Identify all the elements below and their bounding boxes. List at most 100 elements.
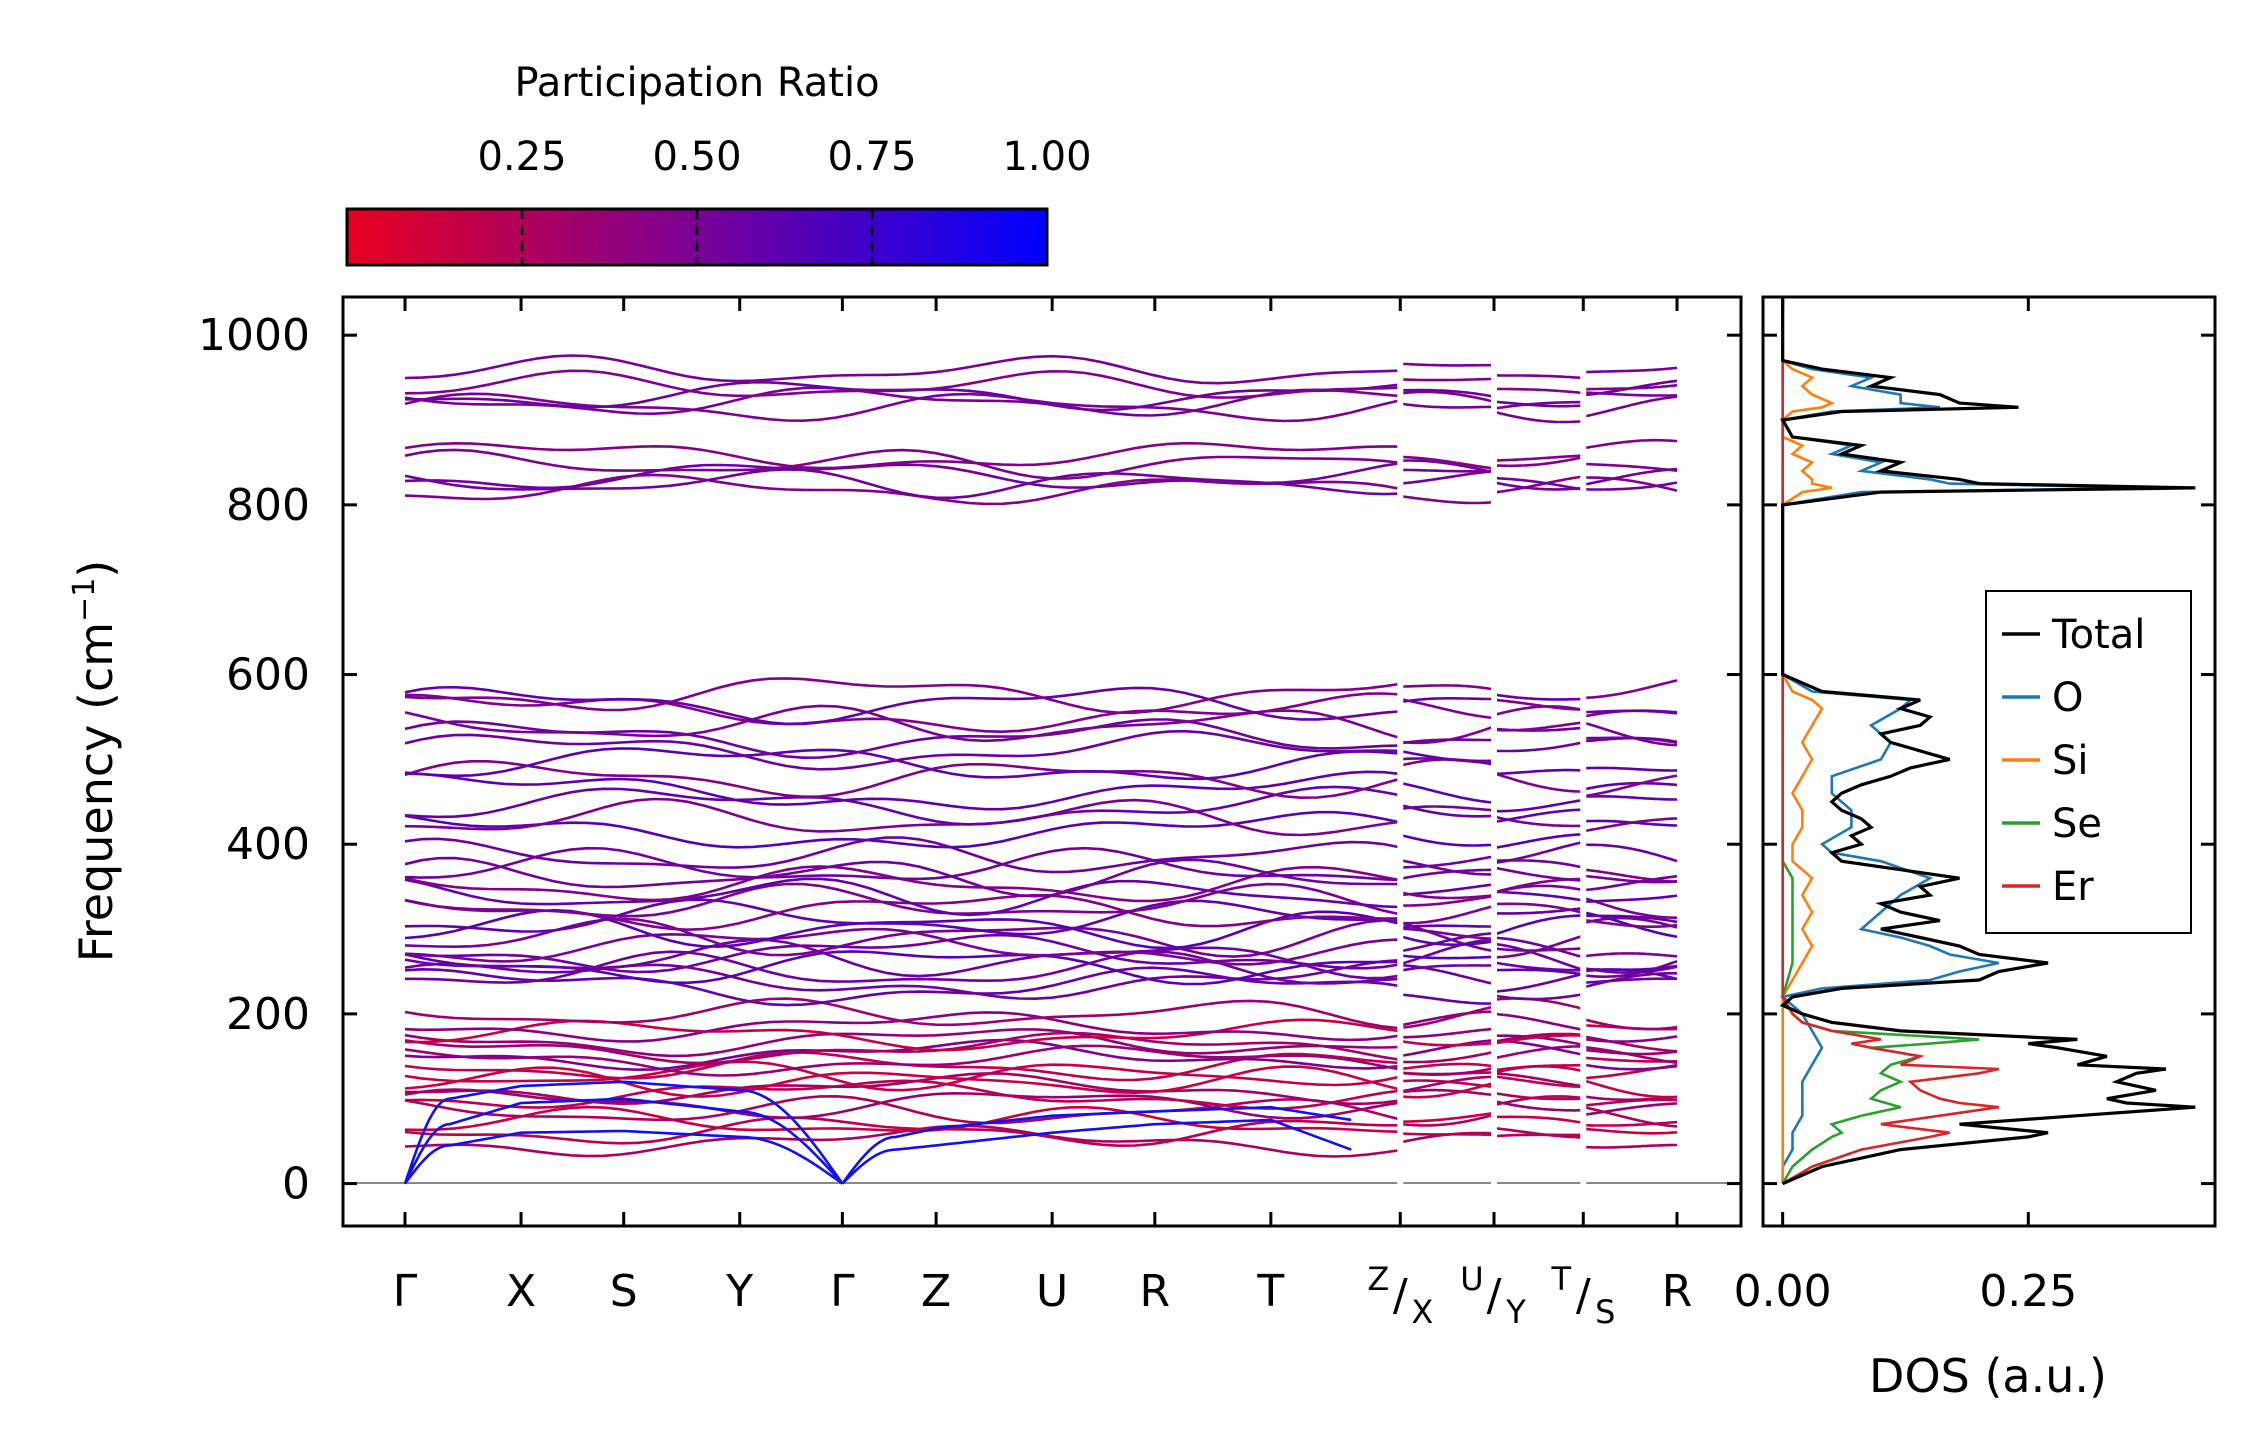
band-line (404, 836, 1401, 874)
band-line (404, 677, 1401, 714)
band-line (1400, 390, 1495, 403)
band-line (1400, 388, 1495, 398)
band-line (1400, 1081, 1495, 1099)
band-line (1493, 455, 1584, 468)
band-line (404, 369, 1401, 399)
kpoint-label-slash: / (1487, 1270, 1502, 1321)
band-line (1583, 438, 1678, 450)
band-line (1400, 494, 1495, 505)
band-line (404, 797, 1401, 837)
band-line (1399, 833, 1495, 847)
band-line (404, 1031, 1401, 1065)
band-axes-frame (341, 295, 1743, 1228)
band-line (1583, 795, 1677, 801)
band-line (1583, 1063, 1678, 1071)
band-line (1583, 918, 1678, 928)
band-line (1400, 469, 1495, 485)
band-line (1583, 366, 1678, 374)
kpoint-label-sup: Z (1367, 1260, 1389, 1298)
band-line (1400, 954, 1494, 960)
band-line (1583, 766, 1677, 772)
band-line (1400, 964, 1494, 972)
band-line (1583, 383, 1678, 391)
colorbar-tick-label: 0.75 (827, 134, 916, 180)
band-line (1582, 1079, 1678, 1099)
band-line (1493, 1045, 1584, 1060)
legend-label: Si (2052, 738, 2089, 784)
band-line (1583, 894, 1678, 904)
band-line (1493, 481, 1584, 491)
band-line (1400, 1027, 1495, 1039)
band-line (404, 685, 1401, 726)
band-line (404, 1060, 1401, 1092)
band-line (1400, 468, 1495, 473)
band-line (404, 1038, 1401, 1072)
band-line (1583, 965, 1678, 974)
band-line (1583, 868, 1678, 884)
band-line (1582, 896, 1678, 920)
kpoint-label: U (1036, 1266, 1068, 1317)
band-line (1582, 972, 1677, 989)
band-line (1400, 1088, 1495, 1097)
band-line (1400, 805, 1495, 812)
dos-lines (1779, 297, 2196, 1186)
band-line (404, 898, 1401, 936)
band-line (404, 785, 1401, 826)
kpoint-label: R (1662, 1266, 1693, 1317)
path-break-gap (1397, 299, 1404, 1224)
band-line (1400, 927, 1495, 941)
frequency-ticks: 0 200 400 600 800 1000 (198, 310, 1741, 1210)
band-line (1400, 402, 1495, 409)
band-line (1583, 914, 1678, 924)
legend-label: Total (2051, 612, 2145, 658)
band-line (1493, 936, 1584, 959)
band-line (1493, 1032, 1584, 1044)
band-line (1399, 891, 1495, 900)
band-line (1399, 934, 1495, 947)
band-line (1493, 698, 1584, 711)
band-line (1400, 858, 1494, 876)
band-line (404, 718, 1401, 760)
band-line (404, 927, 1401, 966)
band-line (1583, 1143, 1677, 1149)
band-line (1583, 1035, 1678, 1053)
band-line (1400, 1010, 1494, 1027)
legend-box (1985, 590, 2192, 934)
band-line (1493, 942, 1584, 972)
band-line (404, 461, 1401, 490)
band-line (1493, 475, 1584, 494)
dos-tick-label: 0.00 (1734, 1266, 1832, 1317)
band-line (1493, 1091, 1584, 1101)
band-line (1493, 400, 1584, 410)
band-line (1400, 781, 1495, 804)
kpoint-label: X (1411, 1293, 1433, 1331)
band-line (1400, 459, 1495, 474)
acoustic-branch-line (841, 1105, 1352, 1185)
band-line (1493, 934, 1584, 959)
band-line (404, 917, 1401, 958)
frequency-tick-label: 1000 (198, 310, 310, 361)
legend-label: Er (2052, 864, 2094, 910)
band-line (1493, 400, 1584, 408)
colorbar-tick-label: 1.00 (1002, 134, 1091, 180)
colorbar-tick-label: 0.50 (652, 134, 741, 180)
band-line (1400, 1039, 1495, 1047)
band-line (1400, 455, 1495, 470)
band-line (404, 933, 1401, 974)
band-line (1583, 679, 1678, 700)
band-line (1583, 874, 1678, 884)
band-line (1583, 467, 1678, 486)
band-line (404, 997, 1401, 1030)
band-line (1494, 1072, 1584, 1088)
band-line (1400, 1050, 1495, 1064)
dos-axes-frame (1761, 295, 2217, 1228)
dos-axis-label: DOS (a.u.) (1869, 1349, 2107, 1403)
acoustic-branch-line (403, 1097, 844, 1185)
band-line (404, 1065, 1401, 1098)
kpoint-label-slash: / (1393, 1270, 1408, 1321)
band-line (404, 729, 1401, 771)
band-line (404, 882, 1401, 918)
path-break-gap (1580, 299, 1587, 1224)
band-line (404, 1088, 1401, 1120)
